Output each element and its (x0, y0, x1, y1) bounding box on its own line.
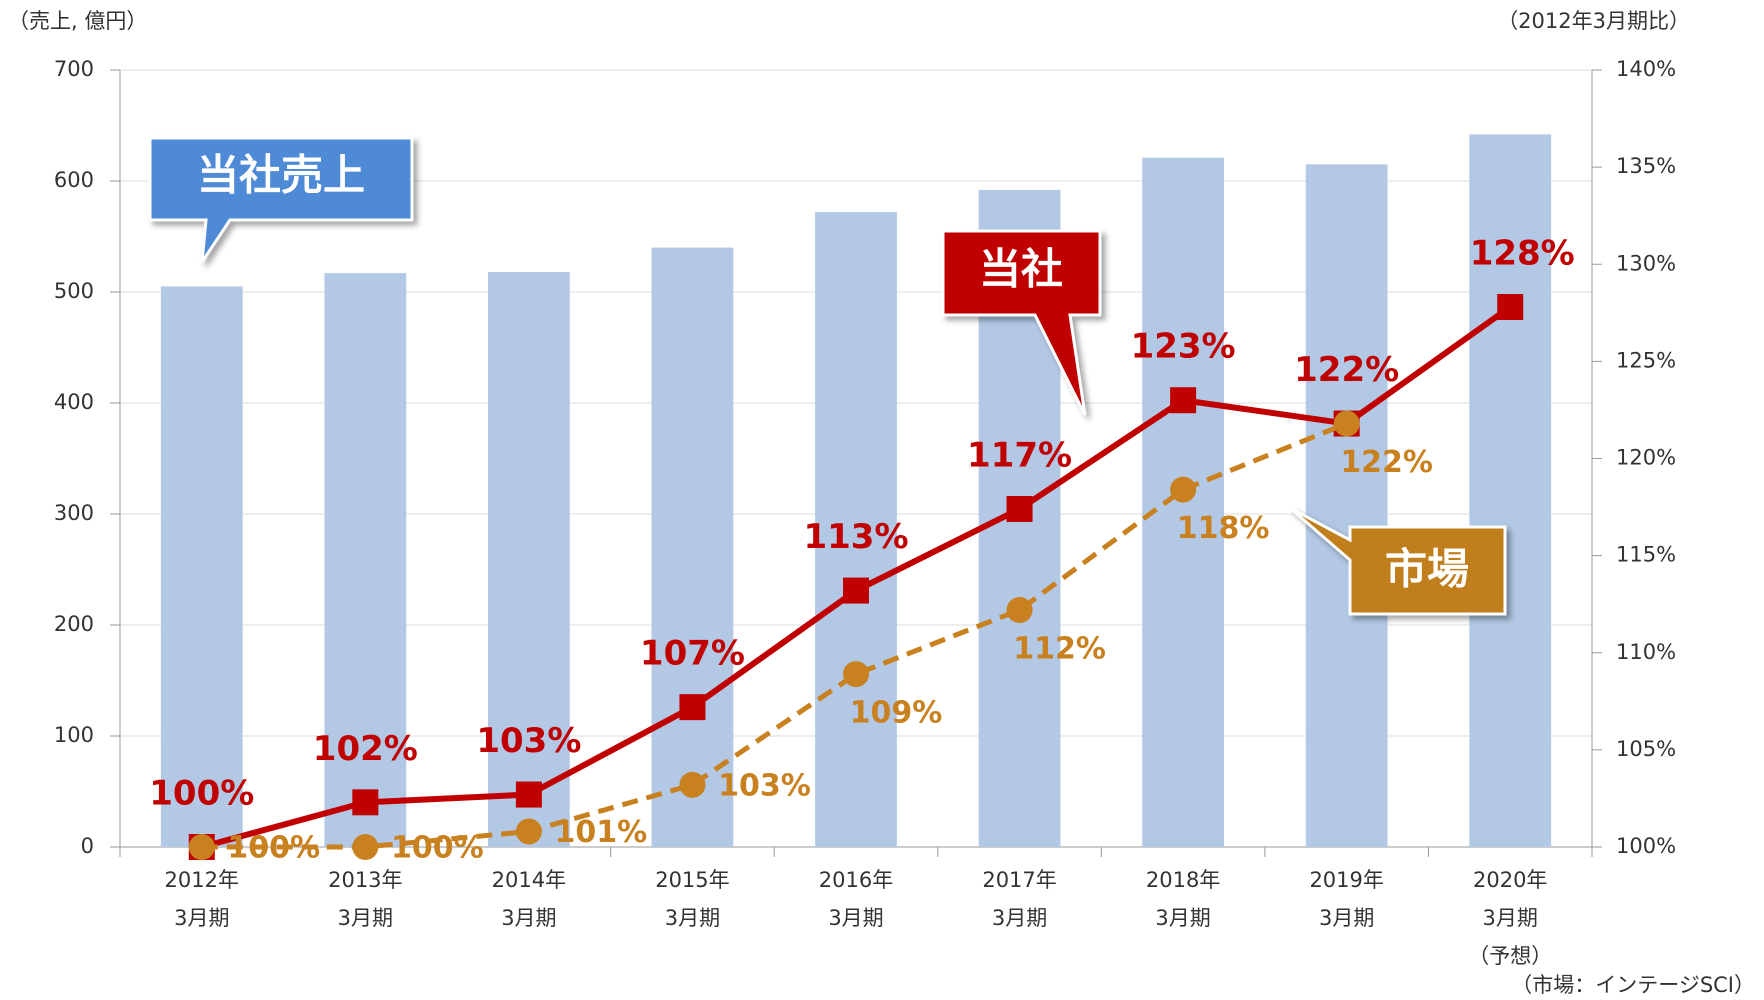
data-label: 109% (850, 696, 943, 731)
y-tick-label: 300 (54, 501, 94, 525)
callouts: 当社売上 当社 市場 (148, 136, 1507, 616)
y-tick-label: 600 (54, 168, 94, 192)
x-tick-label: 2018年 3月期 (1146, 868, 1220, 930)
y2-tick-label: 125% (1616, 348, 1676, 372)
marker (352, 834, 379, 860)
y2-tick-label: 100% (1616, 834, 1676, 858)
x-tick-label: 2016年 3月期 (819, 868, 893, 930)
bar (1469, 134, 1552, 847)
data-label: 117% (967, 436, 1072, 476)
data-label: 103% (718, 768, 811, 803)
data-label: 123% (1131, 327, 1236, 367)
callout-label: 市場 (1385, 545, 1469, 594)
callout-box (941, 229, 1102, 416)
marker (515, 818, 542, 845)
marker (1006, 597, 1033, 624)
data-label: 100% (149, 774, 254, 814)
y-tick-label: 100 (54, 723, 94, 747)
bar (324, 273, 407, 847)
x-tick-label: 2012年 3月期 (165, 868, 239, 930)
y2-tick-label: 105% (1616, 737, 1676, 761)
bar (160, 286, 243, 847)
marker (352, 789, 379, 816)
marker (188, 834, 215, 860)
marker (679, 771, 706, 798)
callout-box (148, 136, 414, 263)
x-tick-label: 2020年 3月期（予想） (1468, 868, 1552, 968)
x-tick-label: 2019年 3月期 (1309, 868, 1383, 930)
callout-label: 当社 (979, 245, 1063, 294)
data-label: 100% (391, 831, 484, 866)
y2-tick-label: 140% (1616, 57, 1676, 81)
marker (843, 577, 869, 604)
data-label: 122% (1340, 445, 1433, 480)
y2-tick-label: 135% (1616, 154, 1676, 178)
x-tick-label: 2013年 3月期 (328, 868, 402, 930)
data-label: 102% (313, 729, 418, 769)
bar (1305, 164, 1388, 848)
data-label: 113% (803, 517, 908, 557)
y2-tick-label: 115% (1616, 543, 1676, 567)
y-tick-label: 0 (81, 834, 94, 858)
y2-tick-label: 130% (1616, 251, 1676, 275)
data-label: 122% (1294, 350, 1399, 390)
y-tick-label: 400 (54, 390, 94, 414)
y-axis-label: （売上, 億円） (8, 9, 147, 33)
marker (1170, 476, 1197, 503)
callout-box (1289, 506, 1507, 616)
marker (679, 694, 706, 721)
data-label: 112% (1013, 632, 1106, 667)
y-tick-label: 700 (54, 57, 94, 81)
marker (1333, 410, 1360, 437)
bar (651, 247, 734, 848)
bar (815, 212, 897, 847)
data-label: 107% (640, 634, 745, 674)
data-label: 128% (1470, 233, 1575, 273)
line (201, 421, 1348, 850)
y2-axis-label: （2012年3月期比） (1497, 9, 1690, 33)
marker (1497, 293, 1524, 320)
x-tick-label: 2014年 3月期 (492, 868, 566, 930)
marker (1170, 387, 1197, 414)
y-tick-label: 200 (54, 612, 94, 636)
marker (515, 781, 542, 808)
x-tick-label: 2015年 3月期 (655, 868, 729, 930)
source-note: （市場：インテージSCI） (1511, 973, 1755, 997)
y-tick-label: 500 (54, 279, 94, 303)
plot: 0 100 200 300 400 500 600 700 100% 105% 110% 115% 12… (54, 57, 1676, 968)
marker (843, 661, 869, 688)
bar (488, 272, 570, 847)
marker (1006, 496, 1033, 523)
data-label: 118% (1177, 511, 1270, 546)
y2-tick-label: 120% (1616, 446, 1676, 470)
callout-label: 当社売上 (197, 151, 365, 200)
data-label: 100% (227, 831, 320, 866)
x-tick-label: 2017年 3月期 (982, 868, 1056, 930)
data-label: 103% (476, 721, 581, 761)
data-label: 101% (555, 815, 648, 850)
y2-tick-label: 110% (1616, 640, 1676, 664)
